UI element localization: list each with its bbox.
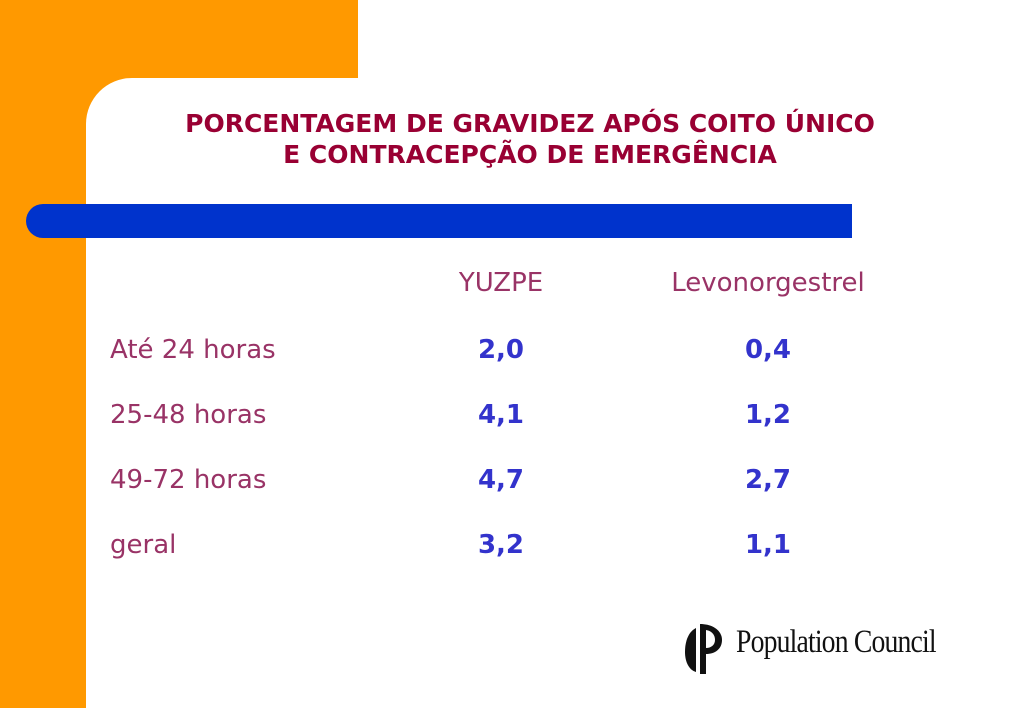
levonorgestrel-value: 2,7 bbox=[744, 465, 792, 495]
table-row: geral 3,2 1,1 bbox=[0, 530, 1023, 570]
column-header-yuzpe: YUZPE bbox=[458, 268, 544, 298]
levonorgestrel-value: 1,1 bbox=[744, 530, 792, 560]
yuzpe-value: 4,7 bbox=[477, 465, 525, 495]
table-row: 49-72 horas 4,7 2,7 bbox=[0, 465, 1023, 505]
table-row: Até 24 horas 2,0 0,4 bbox=[0, 335, 1023, 375]
row-label: 49-72 horas bbox=[110, 465, 267, 495]
population-council-logo-icon bbox=[685, 624, 722, 674]
row-label: 25-48 horas bbox=[110, 400, 267, 430]
yuzpe-value: 3,2 bbox=[477, 530, 525, 560]
slide-title: PORCENTAGEM DE GRAVIDEZ APÓS COITO ÚNICO… bbox=[100, 108, 960, 170]
blue-divider-bar bbox=[26, 204, 852, 238]
row-label: geral bbox=[110, 530, 177, 560]
levonorgestrel-value: 1,2 bbox=[744, 400, 792, 430]
population-council-logo: Population Council bbox=[684, 622, 954, 674]
yuzpe-value: 4,1 bbox=[477, 400, 525, 430]
column-header-levonorgestrel: Levonorgestrel bbox=[671, 268, 865, 298]
row-label: Até 24 horas bbox=[110, 335, 276, 365]
slide-title-line-2: E CONTRACEPÇÃO DE EMERGÊNCIA bbox=[283, 140, 777, 169]
slide-title-line-1: PORCENTAGEM DE GRAVIDEZ APÓS COITO ÚNICO bbox=[185, 109, 875, 138]
levonorgestrel-value: 0,4 bbox=[744, 335, 792, 365]
content-panel bbox=[86, 78, 1023, 708]
table-row: 25-48 horas 4,1 1,2 bbox=[0, 400, 1023, 440]
yuzpe-value: 2,0 bbox=[477, 335, 525, 365]
population-council-logo-text: Population Council bbox=[736, 624, 937, 660]
